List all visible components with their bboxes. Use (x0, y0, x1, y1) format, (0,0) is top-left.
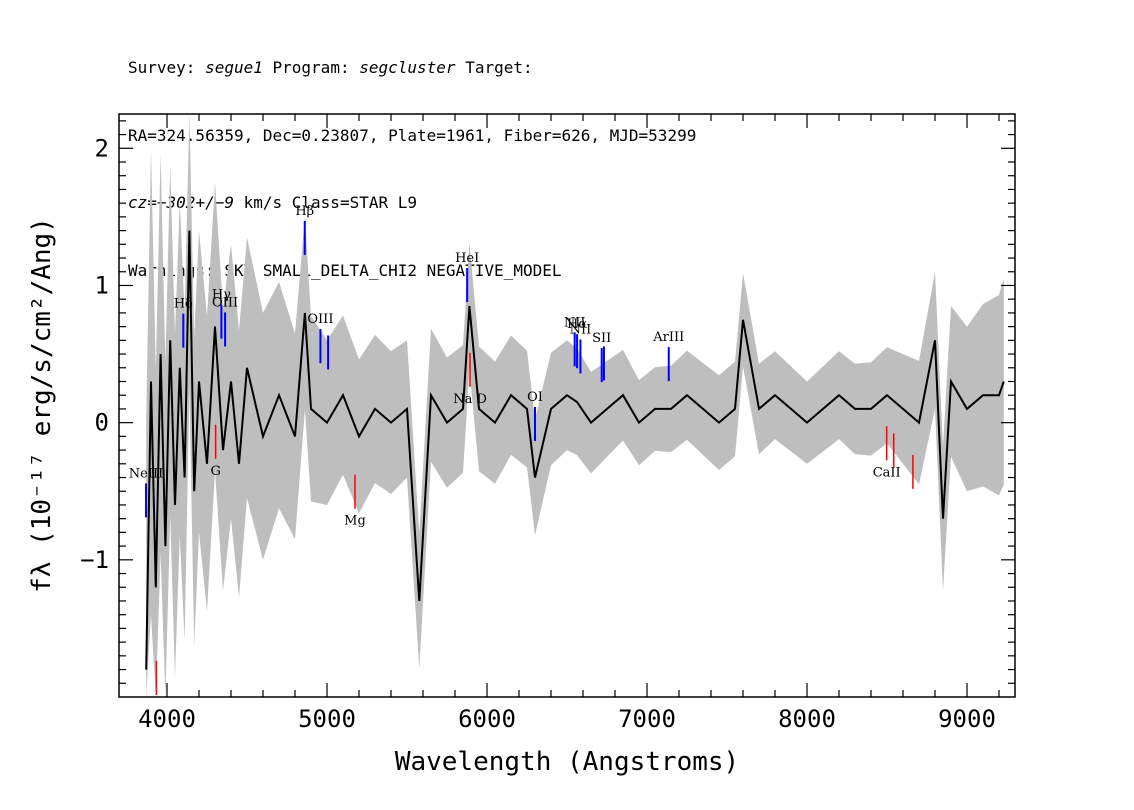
noise-series (146, 114, 1004, 697)
emission-line-label: NII (564, 315, 586, 330)
emission-line-label: Hγ (212, 288, 231, 303)
plot-frame (118, 113, 1016, 698)
survey-value: segue1 (205, 58, 263, 77)
x-tick-label: 5000 (298, 705, 356, 733)
survey-label: Survey: (128, 58, 196, 77)
x-axis-label: Wavelength (Angstroms) (395, 747, 739, 777)
emission-line-label: NII (570, 322, 592, 337)
emission-line-label: Hδ (174, 297, 193, 312)
program-label: Program: (272, 58, 350, 77)
emission-line-label: OIII (212, 295, 238, 310)
emission-line-label: NeIII (129, 466, 163, 481)
y-tick-label: −1 (80, 546, 109, 574)
noise-band (146, 114, 1004, 697)
header-line-redshift: cz=−302+/−9 km/s Class=STAR L9 (128, 192, 696, 215)
y-tick-label: 0 (95, 409, 109, 437)
flux-line (145, 230, 1005, 670)
header-line-coordinates: RA=324.56359, Dec=0.23807, Plate=1961, F… (128, 125, 697, 145)
emission-line-label: ArIII (652, 330, 684, 345)
y-tick-label: 2 (95, 134, 109, 162)
emission-line-label: Hβ (295, 204, 314, 219)
emission-line-label: Hα (567, 317, 587, 332)
absorption-line-label: Mg (344, 514, 366, 529)
x-tick-label: 7000 (618, 705, 676, 733)
x-tick-label: 8000 (778, 705, 836, 733)
absorption-line-label: G (210, 464, 220, 479)
x-tick-label: 6000 (458, 705, 516, 733)
emission-line-label: HeI (455, 251, 479, 266)
y-tick-label: 1 (95, 271, 109, 299)
flux-series (145, 230, 1005, 670)
emission-line-label: OI (527, 390, 543, 405)
emission-line-label: SII (592, 331, 611, 346)
emission-line-label: OIII (307, 312, 333, 327)
x-tick-label: 4000 (138, 705, 196, 733)
absorption-line-label: Na D (453, 392, 487, 407)
absorption-line-label: CaII (873, 465, 901, 480)
y-axis-label: fλ (10⁻¹⁷ erg/s/cm²/Ang) (27, 217, 57, 593)
cz-rest: km/s Class=STAR L9 (243, 193, 417, 212)
x-tick-label: 9000 (938, 705, 996, 733)
axis-ticks: 4000 5000 6000 7000 8000 9000 −1 0 1 2 (80, 114, 1015, 733)
header-line-survey: Survey: segue1 Program: segcluster Targe… (128, 57, 696, 80)
cz-label: cz= (128, 193, 157, 212)
target-label: Target: (465, 58, 533, 77)
program-value: segcluster (359, 58, 456, 77)
